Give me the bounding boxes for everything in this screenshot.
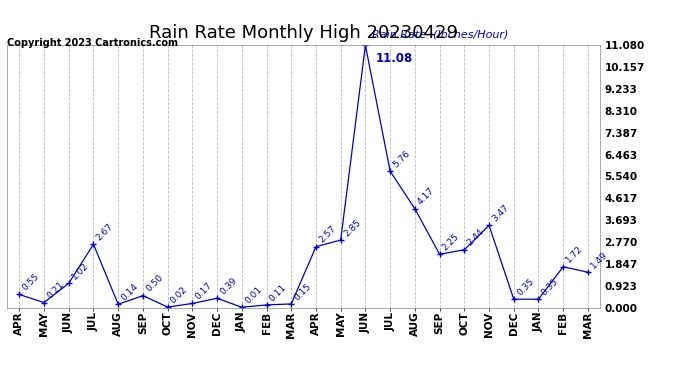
Text: 11.08: 11.08 xyxy=(375,53,413,65)
Text: 2.85: 2.85 xyxy=(342,217,362,238)
Text: 4.17: 4.17 xyxy=(416,186,437,207)
Text: 5.76: 5.76 xyxy=(391,148,412,169)
Text: 0.14: 0.14 xyxy=(119,282,140,302)
Text: 1.02: 1.02 xyxy=(70,261,90,282)
Text: 2.25: 2.25 xyxy=(441,232,461,252)
Text: 0.11: 0.11 xyxy=(268,282,288,303)
Text: 2.67: 2.67 xyxy=(95,222,115,242)
Text: 0.02: 0.02 xyxy=(169,285,189,305)
Title: Rain Rate Monthly High 20230429: Rain Rate Monthly High 20230429 xyxy=(149,24,458,42)
Text: 0.50: 0.50 xyxy=(144,273,165,294)
Text: 3.47: 3.47 xyxy=(491,203,511,223)
Text: 1.49: 1.49 xyxy=(589,250,610,270)
Text: 2.44: 2.44 xyxy=(466,228,486,248)
Text: 0.15: 0.15 xyxy=(293,282,313,302)
Text: 0.17: 0.17 xyxy=(194,281,214,302)
Text: Copyright 2023 Cartronics.com: Copyright 2023 Cartronics.com xyxy=(7,38,178,48)
Text: 0.35: 0.35 xyxy=(515,277,535,297)
Text: 1.72: 1.72 xyxy=(564,244,585,265)
Text: 2.57: 2.57 xyxy=(317,224,337,245)
Text: 0.21: 0.21 xyxy=(46,280,66,301)
Text: 0.39: 0.39 xyxy=(218,276,239,296)
Text: 0.35: 0.35 xyxy=(540,277,560,297)
Text: 0.55: 0.55 xyxy=(21,272,41,292)
Text: 0.01: 0.01 xyxy=(243,285,264,305)
Text: Rain Rate  (Inches/Hour): Rain Rate (Inches/Hour) xyxy=(372,30,509,40)
